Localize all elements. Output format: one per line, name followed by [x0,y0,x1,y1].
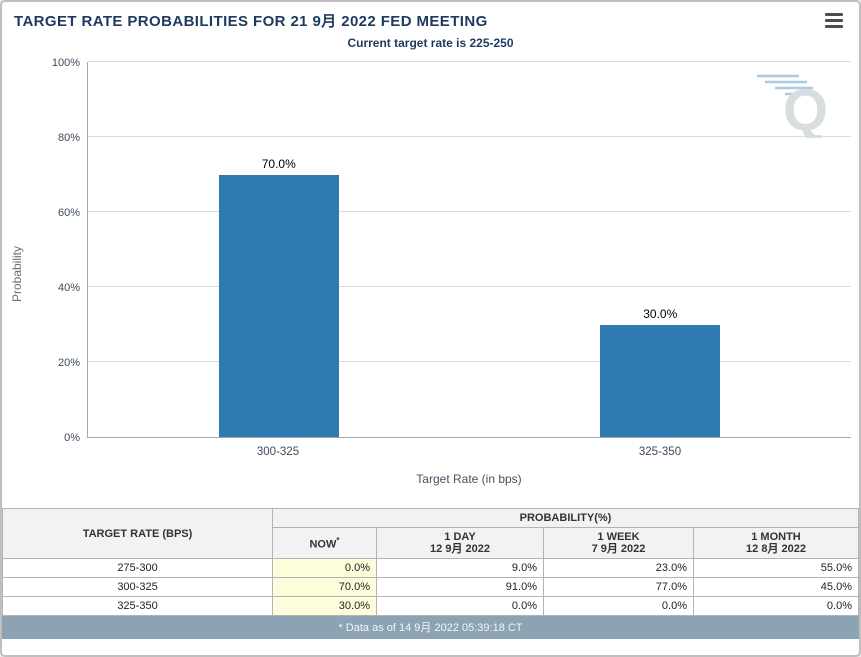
col-header-now: NOW* [272,527,377,559]
cell-1month: 55.0% [693,558,859,578]
table-row: 275-300 0.0% 9.0% 23.0% 55.0% [2,558,859,578]
bars-container: 70.0% 30.0% [88,62,851,437]
page-title: TARGET RATE PROBABILITIES FOR 21 9月 2022… [14,12,488,30]
cell-1day: 0.0% [376,596,544,616]
gridline [88,211,851,212]
cell-rate: 300-325 [2,577,273,597]
hamburger-icon [825,12,843,16]
x-tick-label: 325-350 [638,446,682,458]
cell-1day: 91.0% [376,577,544,597]
y-tick-label: 80% [57,132,80,144]
col-header-target-rate: TARGET RATE (BPS) [2,508,273,559]
y-axis-title: Probability [10,245,24,302]
cell-1month: 45.0% [693,577,859,597]
header: TARGET RATE PROBABILITIES FOR 21 9月 2022… [2,2,859,36]
plot-area: 0% 20% 40% 60% 80% 100% 70.0% 30.0% [52,57,851,444]
y-tick-label: 40% [57,282,80,294]
current-target-rate-subtitle: Current target rate is 225-250 [347,36,514,50]
gridline [88,136,851,137]
col-header-1-week: 1 WEEK 7 9月 2022 [543,527,694,559]
col-header-1-month: 1 MONTH 12 8月 2022 [693,527,859,559]
cell-1day: 9.0% [376,558,544,578]
chart-bar [600,324,721,437]
table-row: 325-350 30.0% 0.0% 0.0% 0.0% [2,596,859,616]
bar-value-label: 70.0% [261,156,296,171]
probability-table: TARGET RATE (BPS) PROBABILITY(%) NOW* 1 … [2,508,859,639]
quikstrike-watermark-icon: Q [755,68,829,143]
y-tick-label: 20% [57,357,80,369]
y-tick-label: 0% [64,432,80,444]
gridline [88,361,851,362]
cell-1week: 23.0% [543,558,694,578]
menu-button[interactable] [821,9,847,32]
cell-rate: 275-300 [2,558,273,578]
y-tick-label: 60% [57,207,80,219]
table-footer-row: * Data as of 14 9月 2022 05:39:18 CT [2,615,859,639]
cell-1week: 0.0% [543,596,694,616]
cell-now: 70.0% [272,577,377,597]
probability-chart: Probability 0% 20% 40% 60% 80% 100% 70.0… [2,56,859,508]
cell-1week: 77.0% [543,577,694,597]
cell-1month: 0.0% [693,596,859,616]
gridline [88,61,851,62]
x-tick-labels: 300-325 325-350 [87,446,851,462]
cell-rate: 325-350 [2,596,273,616]
chart-bar [218,174,339,437]
bar-group-300-325: 70.0% [88,62,470,437]
col-group-header-probability: PROBABILITY(%) [272,508,859,528]
y-tick-label: 100% [51,57,80,69]
col-header-1-day: 1 DAY 12 9月 2022 [376,527,544,559]
cell-now: 0.0% [272,558,377,578]
svg-text:Q: Q [783,78,828,138]
cell-now: 30.0% [272,596,377,616]
gridline [88,286,851,287]
data-as-of-note: * Data as of 14 9月 2022 05:39:18 CT [2,615,859,639]
table-row: 300-325 70.0% 91.0% 77.0% 45.0% [2,577,859,597]
x-axis-title: Target Rate (in bps) [416,472,522,486]
x-tick-label: 300-325 [256,446,300,458]
bar-group-325-350: 30.0% [470,62,852,437]
bar-value-label: 30.0% [643,306,678,321]
